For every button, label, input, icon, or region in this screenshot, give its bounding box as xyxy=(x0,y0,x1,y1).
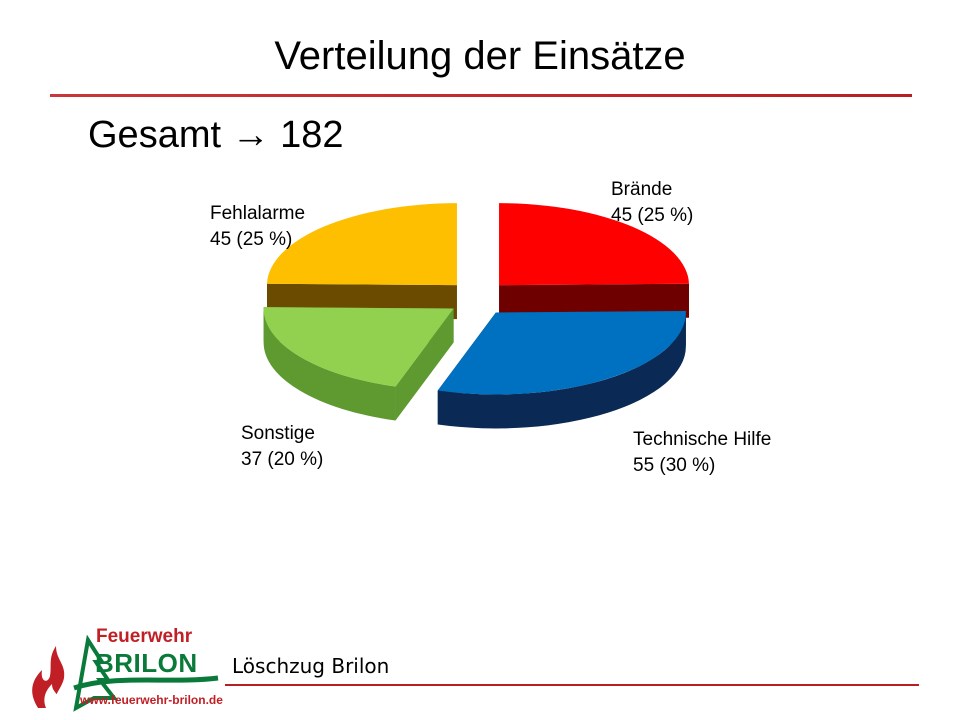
title-underline xyxy=(50,94,912,97)
slice-sonstige xyxy=(263,307,454,387)
label-technische-hilfe-value: 55 (30 %) xyxy=(633,455,716,476)
slide-title: Verteilung der Einsätze xyxy=(274,34,686,78)
logo-name: Feuerwehr xyxy=(96,626,193,647)
total-count: Gesamt → 182 xyxy=(88,114,344,156)
label-sonstige-name: Sonstige xyxy=(241,423,315,444)
flame-icon xyxy=(32,646,65,708)
label-sonstige: Sonstige 37 (20 %) xyxy=(241,421,323,473)
logo-swoosh xyxy=(73,675,219,691)
label-fehlalarme-value: 45 (25 %) xyxy=(210,229,293,250)
label-fehlalarme: Fehlalarme 45 (25 %) xyxy=(210,201,305,253)
slice-technische-hilfe-rim-0 xyxy=(437,312,686,429)
slice-brande-wall-1 xyxy=(499,283,690,320)
label-braende-value: 45 (25 %) xyxy=(611,205,694,226)
label-braende-name: Brände xyxy=(611,179,673,200)
footer-text: Löschzug Brilon xyxy=(232,654,390,678)
logo-url: www.feuerwehr-brilon.de xyxy=(80,693,223,707)
label-braende: Brände 45 (25 %) xyxy=(611,177,693,229)
feuerwehr-logo xyxy=(32,634,219,712)
label-fehlalarme-name: Fehlalarme xyxy=(210,203,306,224)
slice-technische-hilfe xyxy=(437,311,686,395)
label-sonstige-value: 37 (20 %) xyxy=(241,449,324,470)
slice-brande xyxy=(499,203,690,286)
label-technische-hilfe: Technische Hilfe 55 (30 %) xyxy=(633,427,771,479)
slice-sonstige-rim-0 xyxy=(263,308,396,421)
flame-inner-icon xyxy=(44,684,58,708)
label-technische-hilfe-name: Technische Hilfe xyxy=(633,429,772,450)
logo-city: BRILON xyxy=(95,648,198,678)
slice-fehlalarme xyxy=(266,203,457,286)
footer-underline xyxy=(225,684,919,686)
